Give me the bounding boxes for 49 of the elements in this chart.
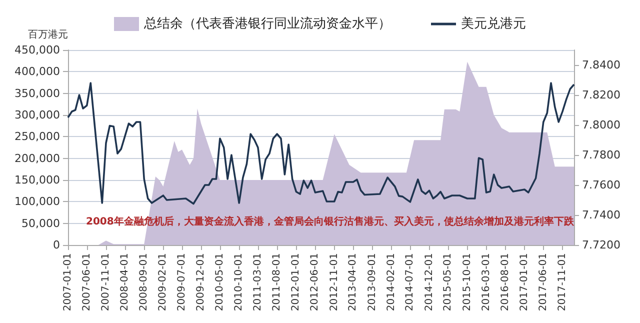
x-tick-label: 2009-12-01 bbox=[196, 253, 207, 312]
y-tick-label: 350,000 bbox=[14, 86, 60, 100]
x-tick-label: 2013-09-01 bbox=[366, 253, 378, 312]
line-series bbox=[67, 82, 575, 205]
y-tick-label: 0 bbox=[53, 238, 60, 252]
x-tick-label: 2007-11-01 bbox=[100, 253, 112, 312]
x-tick-label: 2008-04-01 bbox=[119, 253, 130, 312]
x-tick-label: 2009-02-01 bbox=[158, 253, 169, 312]
y2-tick-label: 7.7600 bbox=[582, 178, 620, 192]
x-tick-label: 2010-10-01 bbox=[234, 253, 245, 312]
y2-tick-label: 7.7800 bbox=[582, 148, 620, 162]
y2-tick-label: 7.8000 bbox=[582, 118, 620, 132]
annotation: 2008年金融危机后，大量资金流入香港，金管局会向银行沽售港元、买入美元，使总结余增加及港元利率下跌 bbox=[86, 216, 575, 228]
y-tick-label: 150,000 bbox=[14, 174, 60, 186]
x-tick-label: 2014-02-01 bbox=[386, 253, 397, 312]
y2-tick-label: 7.8200 bbox=[582, 88, 620, 102]
x-tick-label: 2009-07-01 bbox=[176, 253, 188, 312]
y2-tick-label: 7.8400 bbox=[582, 58, 620, 72]
x-tick-label: 2010-05-01 bbox=[214, 253, 226, 312]
x-tick-label: 2007-06-01 bbox=[81, 253, 92, 312]
x-tick-label: 2017-06-01 bbox=[538, 253, 549, 312]
x-tick-label: 2013-04-01 bbox=[348, 253, 359, 312]
x-tick-label: 2016-03-01 bbox=[480, 253, 492, 312]
x-tick-label: 2011-08-01 bbox=[272, 253, 283, 312]
y-tick-label: 450,000 bbox=[14, 44, 60, 56]
x-tick-label: 2017-01-01 bbox=[519, 253, 530, 312]
x-tick-label: 2015-10-01 bbox=[462, 253, 473, 312]
y-tick-label: 50,000 bbox=[22, 216, 60, 230]
x-tick-label: 2012-11-01 bbox=[328, 253, 340, 312]
x-tick-label: 2014-12-01 bbox=[424, 253, 435, 312]
x-tick-label: 2012-06-01 bbox=[310, 253, 321, 312]
y2-tick-label: 7.7200 bbox=[582, 238, 620, 252]
y-tick-label: 300,000 bbox=[14, 108, 60, 122]
x-tick-label: 2008-09-01 bbox=[138, 253, 150, 312]
y-tick-label: 400,000 bbox=[14, 65, 60, 78]
y-tick-label: 200,000 bbox=[14, 152, 60, 165]
y-axis-title: 百万港元 bbox=[28, 28, 68, 40]
x-tick-label: 2007-01-01 bbox=[62, 253, 74, 312]
x-tick-label: 2015-05-01 bbox=[442, 253, 454, 312]
x-tick-label: 2011-03-01 bbox=[252, 253, 264, 312]
x-tick-label: 2014-07-01 bbox=[404, 253, 416, 312]
y2-tick-label: 7.7400 bbox=[582, 208, 620, 222]
x-tick-label: 2017-11-01 bbox=[557, 253, 568, 312]
legend-label: 总结余（代表香港银行同业流动资金水平） bbox=[143, 16, 391, 32]
x-tick-label: 2012-01-01 bbox=[290, 253, 302, 312]
x-tick-label: 2016-08-01 bbox=[500, 253, 511, 312]
y-tick-label: 250,000 bbox=[14, 130, 60, 144]
y-tick-label: 100,000 bbox=[14, 195, 60, 208]
legend-label: 美元兑港元 bbox=[461, 16, 526, 32]
